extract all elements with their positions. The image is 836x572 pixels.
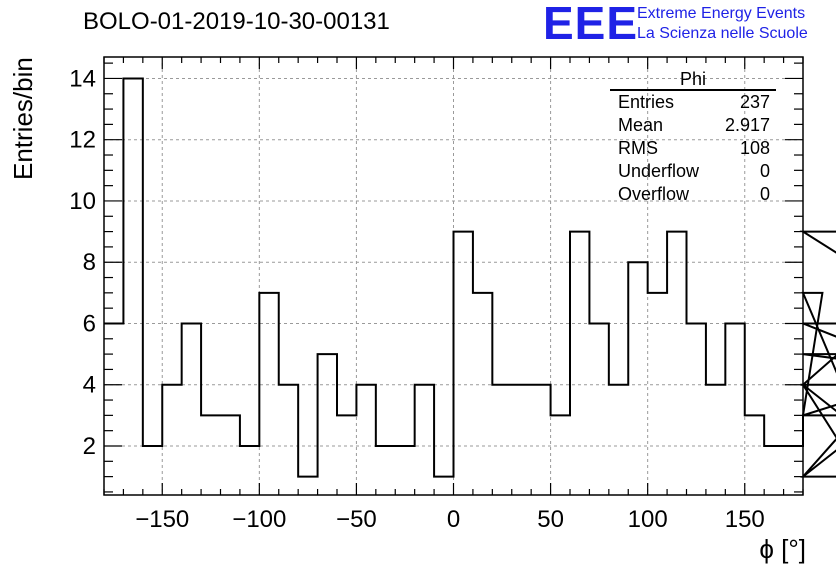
- histogram-line: [104, 77, 836, 478]
- x-tick-label: 100: [628, 506, 668, 533]
- x-axis-label: ϕ [°]: [759, 534, 806, 564]
- stats-value: 2.917: [724, 115, 770, 135]
- stats-value: 237: [739, 92, 770, 112]
- eee-logo: EEE: [543, 0, 639, 49]
- stats-box: Phi Entries 237 Mean 2.917 RMS 108 Under…: [610, 70, 776, 206]
- tick-labels: −150 −100 −50 0 50 100 150 2 4 6 8 10 12 14: [69, 65, 764, 533]
- x-tick-label: 50: [537, 506, 564, 533]
- stats-row-mean: Mean 2.917: [610, 114, 776, 137]
- plot-frame: [103, 56, 804, 496]
- stats-title: Phi: [610, 70, 776, 91]
- x-tick-label: −150: [135, 506, 189, 533]
- y-tick-label: 6: [83, 310, 96, 337]
- stats-value: 108: [739, 138, 770, 158]
- x-tick-label: 150: [725, 506, 765, 533]
- x-tick-label: 0: [447, 506, 460, 533]
- x-tick-label: −100: [232, 506, 286, 533]
- y-tick-label: 10: [69, 188, 96, 215]
- y-tick-label: 2: [83, 433, 96, 460]
- y-tick-label: 8: [83, 249, 96, 276]
- stats-row-entries: Entries 237: [610, 91, 776, 114]
- stats-label: Entries: [618, 92, 675, 112]
- stats-label: Mean: [618, 115, 664, 135]
- stats-label: RMS: [618, 138, 658, 158]
- chart-title: BOLO-01-2019-10-30-00131: [83, 8, 390, 35]
- stats-value: 0: [759, 161, 770, 181]
- logo-line-2: La Scienza nelle Scuole: [637, 25, 808, 42]
- y-tick-label: 4: [83, 372, 96, 399]
- y-tick-label: 12: [69, 127, 96, 154]
- logo-caption: Extreme Energy Events La Scienza nelle S…: [637, 4, 808, 44]
- stats-row-underflow: Underflow 0: [610, 160, 776, 183]
- y-axis-label: Entries/bin: [8, 57, 38, 180]
- stats-row-overflow: Overflow 0: [610, 183, 776, 206]
- stats-label: Underflow: [618, 161, 700, 181]
- y-tick-label: 14: [69, 65, 96, 92]
- logo-line-1: Extreme Energy Events: [637, 5, 806, 22]
- x-tick-label: −50: [336, 506, 377, 533]
- stats-row-rms: RMS 108: [610, 137, 776, 160]
- stats-label: Overflow: [618, 184, 690, 204]
- stats-value: 0: [759, 184, 770, 204]
